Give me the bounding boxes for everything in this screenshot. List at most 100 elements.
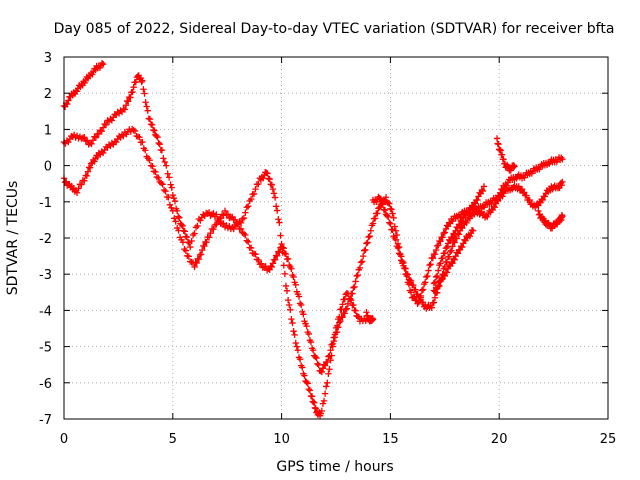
- data-point: [515, 183, 522, 190]
- data-point: [318, 407, 326, 415]
- data-point: [290, 328, 297, 335]
- data-point: [99, 61, 107, 68]
- data-point: [290, 273, 297, 281]
- data-point: [312, 405, 319, 412]
- data-point: [459, 218, 466, 225]
- data-point: [153, 132, 160, 140]
- data-point: [320, 397, 328, 405]
- data-point: [395, 250, 403, 257]
- data-point: [283, 287, 291, 294]
- data-point: [305, 330, 312, 338]
- data-point: [376, 204, 383, 211]
- data-point: [328, 341, 335, 348]
- y-axis-label: SDTVAR / TECUs: [5, 181, 21, 296]
- data-point: [399, 258, 406, 265]
- data-point: [274, 207, 281, 214]
- data-point: [493, 196, 501, 204]
- data-point: [371, 215, 379, 222]
- data-point: [294, 347, 302, 354]
- data-point: [271, 194, 279, 201]
- data-point: [442, 245, 450, 252]
- data-point: [198, 246, 206, 254]
- data-point: [306, 387, 314, 394]
- data-point: [234, 221, 242, 228]
- data-point: [447, 248, 454, 256]
- data-point: [377, 195, 384, 202]
- data-point: [425, 267, 432, 274]
- data-point: [276, 219, 283, 226]
- data-point: [146, 156, 153, 164]
- data-point: [470, 211, 478, 218]
- data-point: [407, 289, 415, 296]
- data-point: [64, 100, 71, 108]
- data-point: [357, 259, 365, 266]
- data-point: [292, 339, 299, 347]
- data-point: [559, 156, 566, 163]
- data-point: [155, 174, 162, 181]
- data-point: [129, 88, 136, 96]
- data-point: [224, 210, 232, 218]
- data-point: [443, 269, 451, 276]
- data-point: [210, 210, 217, 217]
- data-point: [130, 83, 137, 91]
- series-7: [535, 207, 566, 232]
- data-point: [443, 243, 451, 251]
- data-point: [252, 251, 259, 258]
- data-point: [318, 368, 326, 376]
- data-point: [282, 250, 290, 258]
- data-point: [78, 181, 85, 188]
- data-point: [295, 293, 303, 300]
- data-point: [423, 273, 430, 281]
- data-point: [427, 261, 434, 268]
- data-point: [435, 281, 442, 289]
- data-point: [491, 204, 499, 211]
- data-point: [269, 185, 277, 193]
- data-point: [432, 246, 440, 254]
- data-point: [385, 213, 392, 221]
- data-point: [414, 290, 421, 298]
- data-point: [195, 255, 203, 263]
- data-point: [175, 213, 182, 220]
- data-point: [91, 158, 98, 165]
- data-point: [432, 273, 440, 281]
- data-point: [428, 304, 435, 311]
- data-point: [152, 168, 159, 176]
- data-point: [98, 128, 105, 135]
- data-point: [382, 194, 390, 201]
- data-point: [171, 215, 178, 222]
- data-point: [213, 211, 220, 218]
- data-point: [182, 247, 190, 254]
- data-point: [495, 140, 502, 148]
- data-point: [469, 227, 477, 234]
- data-point: [441, 263, 448, 271]
- data-point: [191, 263, 198, 271]
- data-point: [309, 347, 317, 354]
- data-point: [179, 239, 187, 246]
- data-point: [351, 283, 358, 291]
- grid-lines: [64, 57, 608, 419]
- data-point: [439, 255, 446, 262]
- data-point: [161, 158, 169, 166]
- data-point: [242, 209, 249, 216]
- data-point: [478, 186, 485, 194]
- data-point: [300, 311, 307, 318]
- data-point: [160, 155, 167, 162]
- data-point: [396, 251, 404, 258]
- data-point: [274, 252, 281, 259]
- x-tick-label: 5: [169, 432, 177, 447]
- data-point: [230, 225, 237, 233]
- data-point: [461, 236, 468, 244]
- data-point: [271, 256, 279, 263]
- data-point: [305, 385, 312, 393]
- data-point: [558, 182, 565, 189]
- data-point: [449, 243, 456, 250]
- data-point: [181, 228, 188, 235]
- data-point: [362, 246, 369, 253]
- data-point: [237, 225, 245, 233]
- data-point: [339, 301, 346, 308]
- data-point: [375, 205, 382, 212]
- data-point: [245, 203, 252, 210]
- data-point: [326, 366, 333, 373]
- data-point: [99, 149, 107, 157]
- data-point: [171, 198, 179, 205]
